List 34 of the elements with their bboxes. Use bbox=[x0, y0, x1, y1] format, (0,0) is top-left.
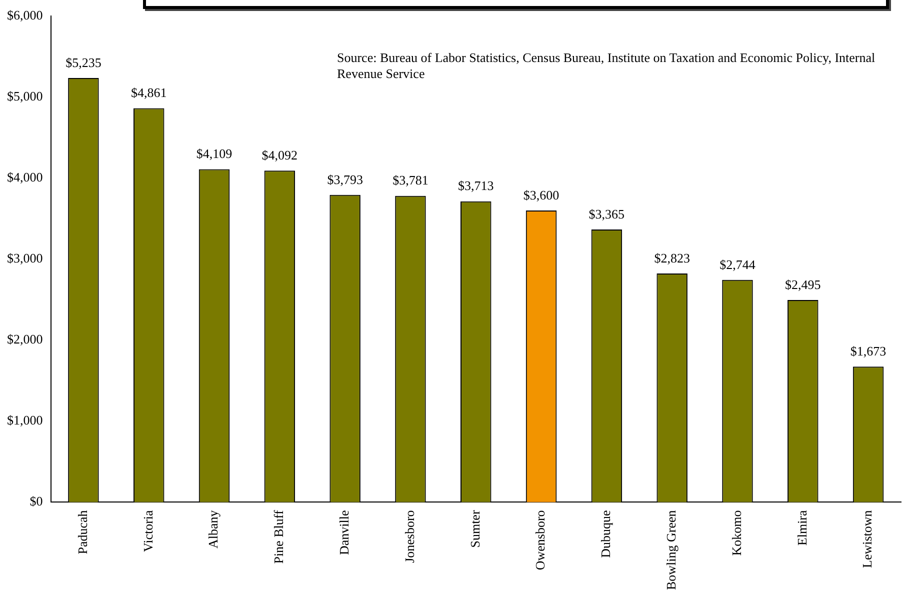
data-label: $5,235 bbox=[66, 54, 102, 70]
y-tick-label: $6,000 bbox=[7, 7, 43, 22]
data-label: $4,861 bbox=[130, 85, 167, 100]
data-label: $3,600 bbox=[523, 187, 560, 202]
y-tick-label: $1,000 bbox=[7, 412, 43, 428]
y-tick-label: $3,000 bbox=[7, 250, 43, 266]
data-label: $3,793 bbox=[327, 172, 363, 187]
y-tick-label: $4,000 bbox=[7, 169, 43, 184]
x-tick-label: Owensboro bbox=[532, 510, 548, 570]
x-tick-label: Dubuque bbox=[598, 510, 614, 558]
data-label: $4,092 bbox=[262, 148, 298, 163]
data-label: $2,744 bbox=[720, 256, 756, 272]
data-label: $2,495 bbox=[785, 276, 821, 292]
annotation: Source: Bureau of Labor Statistics, Census Bureau, Institute on Taxation and Economic Policy, Internal Revenue Service bbox=[337, 50, 876, 82]
y-tick-label: $0 bbox=[30, 494, 43, 509]
x-tick-label: Paducah bbox=[74, 510, 90, 554]
x-tick-label: Victoria bbox=[140, 510, 156, 552]
data-label: $4,109 bbox=[196, 146, 232, 162]
x-tick-label: Sumter bbox=[467, 510, 482, 548]
data-label: $3,365 bbox=[588, 206, 625, 222]
x-tick-label: Kokomo bbox=[728, 510, 744, 556]
x-tick-label: Danville bbox=[336, 510, 352, 555]
x-tick-label: Lewistown bbox=[860, 510, 875, 568]
data-label: $3,781 bbox=[392, 172, 428, 188]
x-tick-label: Albany bbox=[206, 510, 221, 548]
y-tick-label: $5,000 bbox=[7, 88, 43, 104]
x-tick-label: Elmira bbox=[794, 510, 810, 546]
data-label: $2,823 bbox=[654, 250, 690, 266]
x-tick-label: Jonesboro bbox=[402, 510, 417, 563]
x-tick-label: Pine Bluff bbox=[271, 510, 286, 564]
data-label: $3,713 bbox=[458, 178, 494, 194]
data-label: $1,673 bbox=[850, 344, 886, 359]
y-tick-label: $2,000 bbox=[7, 332, 43, 347]
x-tick-label: Bowling Green bbox=[664, 510, 679, 590]
